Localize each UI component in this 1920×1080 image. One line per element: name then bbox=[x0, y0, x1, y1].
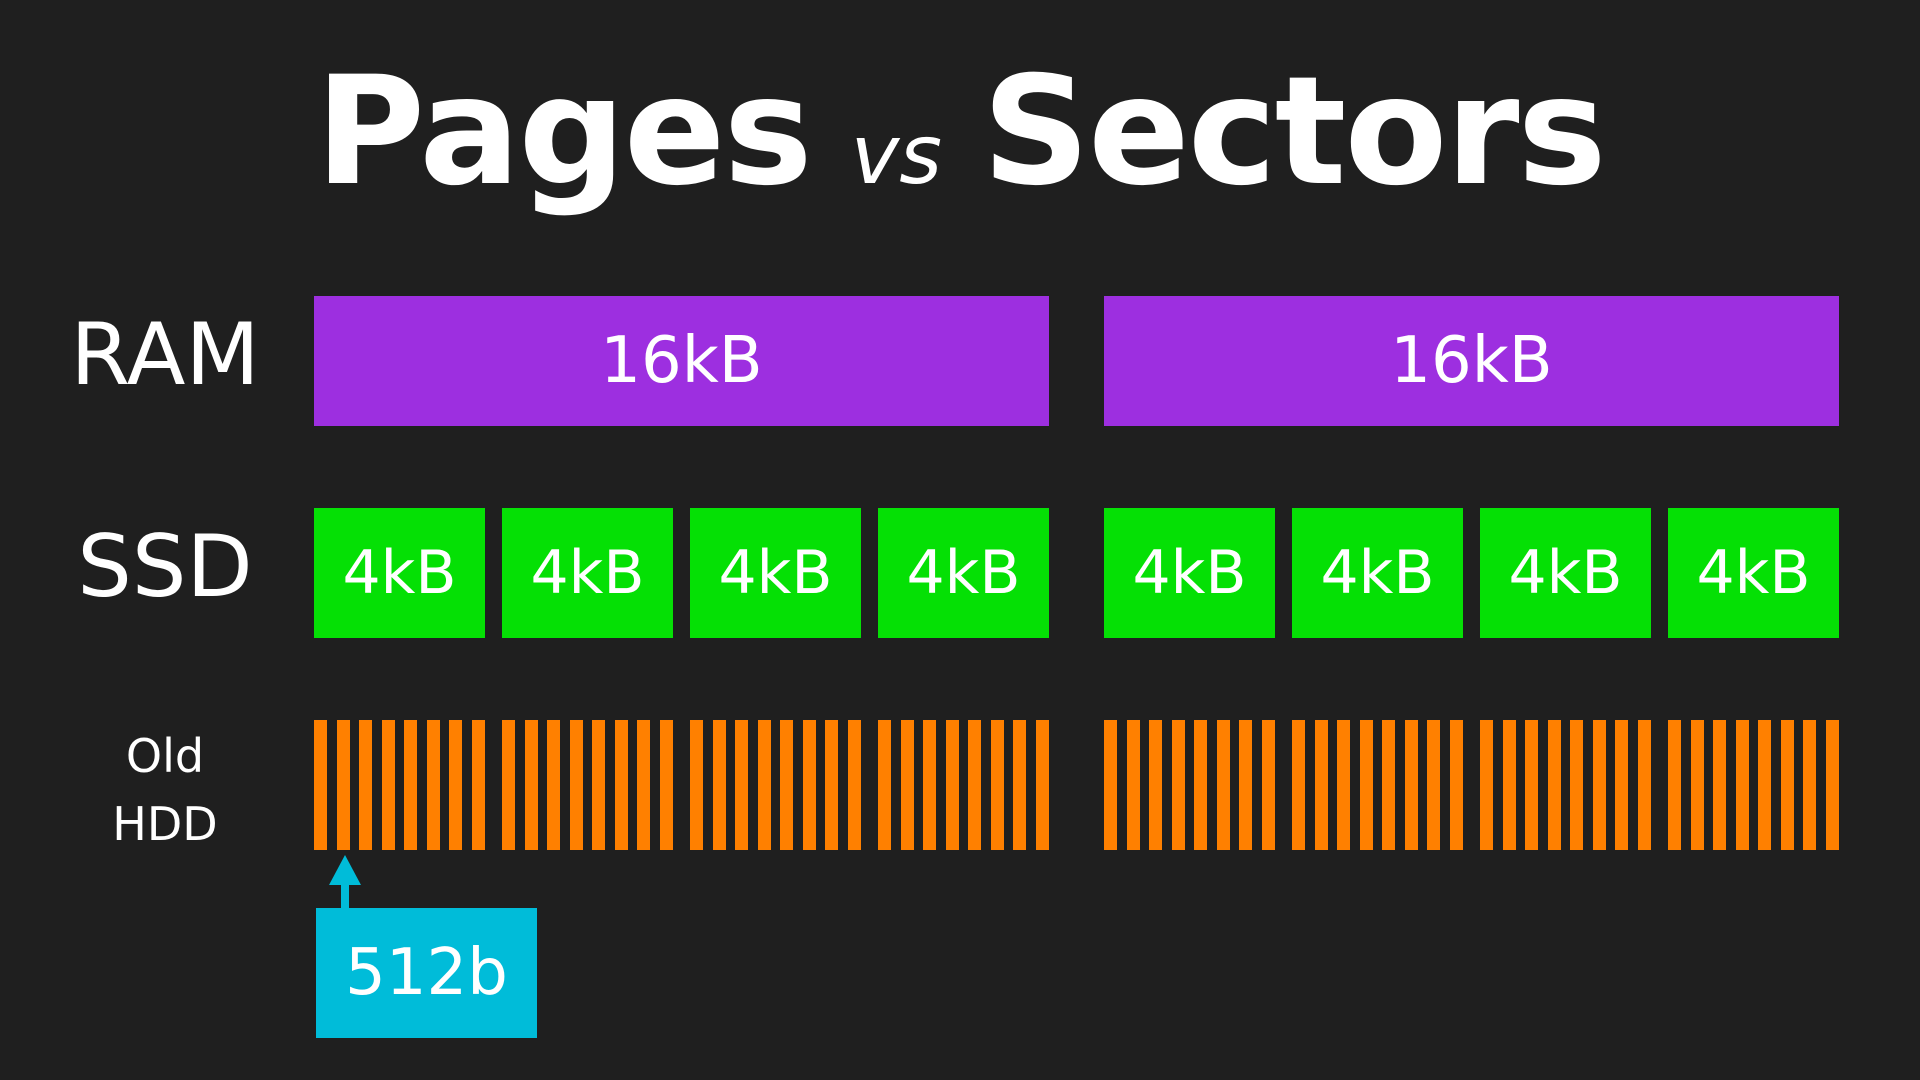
ssd-page-6: 4kB bbox=[1292, 508, 1463, 638]
ram-label: RAM bbox=[70, 305, 260, 405]
hdd-sector bbox=[1013, 720, 1026, 850]
hdd-sector bbox=[472, 720, 485, 850]
ssd-label: SSD bbox=[77, 517, 253, 617]
hdd-sector bbox=[1803, 720, 1816, 850]
hdd-sector bbox=[314, 720, 327, 850]
hdd-sector bbox=[1427, 720, 1440, 850]
hdd-sector bbox=[923, 720, 936, 850]
hdd-sector bbox=[1691, 720, 1704, 850]
hdd-sector bbox=[1593, 720, 1606, 850]
hdd-sector bbox=[1503, 720, 1516, 850]
hdd-sector bbox=[1127, 720, 1140, 850]
hdd-sector bbox=[404, 720, 417, 850]
hdd-sector bbox=[901, 720, 914, 850]
hdd-sector bbox=[1172, 720, 1185, 850]
arrow-up-icon bbox=[329, 855, 361, 885]
hdd-sector bbox=[735, 720, 748, 850]
hdd-sector bbox=[713, 720, 726, 850]
hdd-sector bbox=[1292, 720, 1305, 850]
hdd-sector bbox=[1615, 720, 1628, 850]
page-title: Pages vs Sectors bbox=[0, 45, 1920, 219]
pointer-line bbox=[341, 882, 349, 910]
hdd-sector bbox=[1405, 720, 1418, 850]
hdd-sector bbox=[427, 720, 440, 850]
hdd-sector bbox=[1382, 720, 1395, 850]
hdd-sector bbox=[1315, 720, 1328, 850]
title-vs: vs bbox=[850, 108, 943, 203]
hdd-sector bbox=[1826, 720, 1839, 850]
hdd-sector bbox=[449, 720, 462, 850]
hdd-sector bbox=[615, 720, 628, 850]
ssd-page-7: 4kB bbox=[1480, 508, 1651, 638]
hdd-sector bbox=[1217, 720, 1230, 850]
hdd-sector bbox=[1149, 720, 1162, 850]
ram-page-1: 16kB bbox=[314, 296, 1049, 426]
hdd-sector bbox=[1758, 720, 1771, 850]
hdd-sector bbox=[848, 720, 861, 850]
hdd-sector bbox=[1525, 720, 1538, 850]
hdd-label-line-1: Old bbox=[125, 729, 205, 783]
hdd-sector bbox=[991, 720, 1004, 850]
hdd-sector bbox=[1194, 720, 1207, 850]
hdd-sector bbox=[359, 720, 372, 850]
hdd-sector bbox=[1638, 720, 1651, 850]
hdd-sector bbox=[690, 720, 703, 850]
title-sectors: Sectors bbox=[982, 45, 1607, 219]
hdd-sector bbox=[1781, 720, 1794, 850]
hdd-sector bbox=[1036, 720, 1049, 850]
hdd-sector bbox=[803, 720, 816, 850]
ssd-page-5: 4kB bbox=[1104, 508, 1275, 638]
hdd-sector bbox=[660, 720, 673, 850]
hdd-sector bbox=[1668, 720, 1681, 850]
hdd-sector bbox=[337, 720, 350, 850]
hdd-sector bbox=[382, 720, 395, 850]
hdd-sector bbox=[1480, 720, 1493, 850]
hdd-sector bbox=[1570, 720, 1583, 850]
hdd-sector bbox=[547, 720, 560, 850]
ssd-page-3: 4kB bbox=[690, 508, 861, 638]
hdd-sector bbox=[1262, 720, 1275, 850]
hdd-sector bbox=[825, 720, 838, 850]
hdd-sector bbox=[1104, 720, 1117, 850]
hdd-sector bbox=[878, 720, 891, 850]
hdd-sector bbox=[1736, 720, 1749, 850]
hdd-label-line-2: HDD bbox=[112, 797, 218, 851]
hdd-sector bbox=[946, 720, 959, 850]
hdd-label: Old HDD bbox=[45, 722, 285, 858]
hdd-sector bbox=[1360, 720, 1373, 850]
ssd-page-8: 4kB bbox=[1668, 508, 1839, 638]
hdd-sector bbox=[1713, 720, 1726, 850]
ssd-page-1: 4kB bbox=[314, 508, 485, 638]
hdd-sector bbox=[592, 720, 605, 850]
hdd-sector bbox=[1548, 720, 1561, 850]
hdd-sector bbox=[1337, 720, 1350, 850]
hdd-sector bbox=[570, 720, 583, 850]
ssd-page-4: 4kB bbox=[878, 508, 1049, 638]
hdd-sector bbox=[502, 720, 515, 850]
hdd-sector bbox=[1450, 720, 1463, 850]
ssd-page-2: 4kB bbox=[502, 508, 673, 638]
hdd-sector bbox=[637, 720, 650, 850]
hdd-sector bbox=[1239, 720, 1252, 850]
hdd-sector bbox=[525, 720, 538, 850]
title-pages: Pages bbox=[315, 45, 813, 219]
ram-page-2: 16kB bbox=[1104, 296, 1839, 426]
hdd-sector bbox=[780, 720, 793, 850]
hdd-sector bbox=[968, 720, 981, 850]
hdd-sector bbox=[758, 720, 771, 850]
sector-size-callout: 512b bbox=[316, 908, 537, 1038]
